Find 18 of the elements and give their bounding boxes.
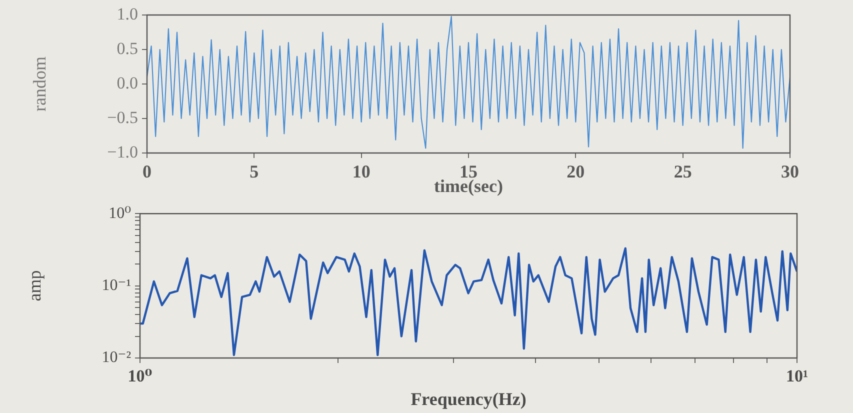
x-tick-label: 10 bbox=[352, 161, 370, 182]
y-tick-label: −0.5 bbox=[107, 108, 138, 127]
x-tick-label: 30 bbox=[781, 161, 799, 182]
x-tick-label: 0 bbox=[142, 161, 152, 182]
y-tick-label: 0.0 bbox=[116, 73, 138, 92]
y-tick-label: 1.0 bbox=[116, 4, 138, 24]
x-tick-label: 10¹ bbox=[786, 366, 808, 386]
x-tick-label: 5 bbox=[250, 161, 259, 182]
y-tick-label: −1.0 bbox=[107, 142, 138, 162]
y-axis-title: amp bbox=[24, 270, 45, 302]
y-tick-label: 0.5 bbox=[116, 38, 138, 58]
x-tick-label: 20 bbox=[566, 161, 585, 182]
x-axis-title: Frequency(Hz) bbox=[410, 388, 526, 409]
y-tick-label: 10⁻² bbox=[102, 349, 132, 366]
y-axis-title: random bbox=[30, 56, 50, 112]
x-tick-label: 25 bbox=[674, 161, 692, 182]
y-tick-label: 10⁰ bbox=[108, 204, 131, 222]
y-tick-label: 10⁻¹ bbox=[102, 277, 132, 294]
